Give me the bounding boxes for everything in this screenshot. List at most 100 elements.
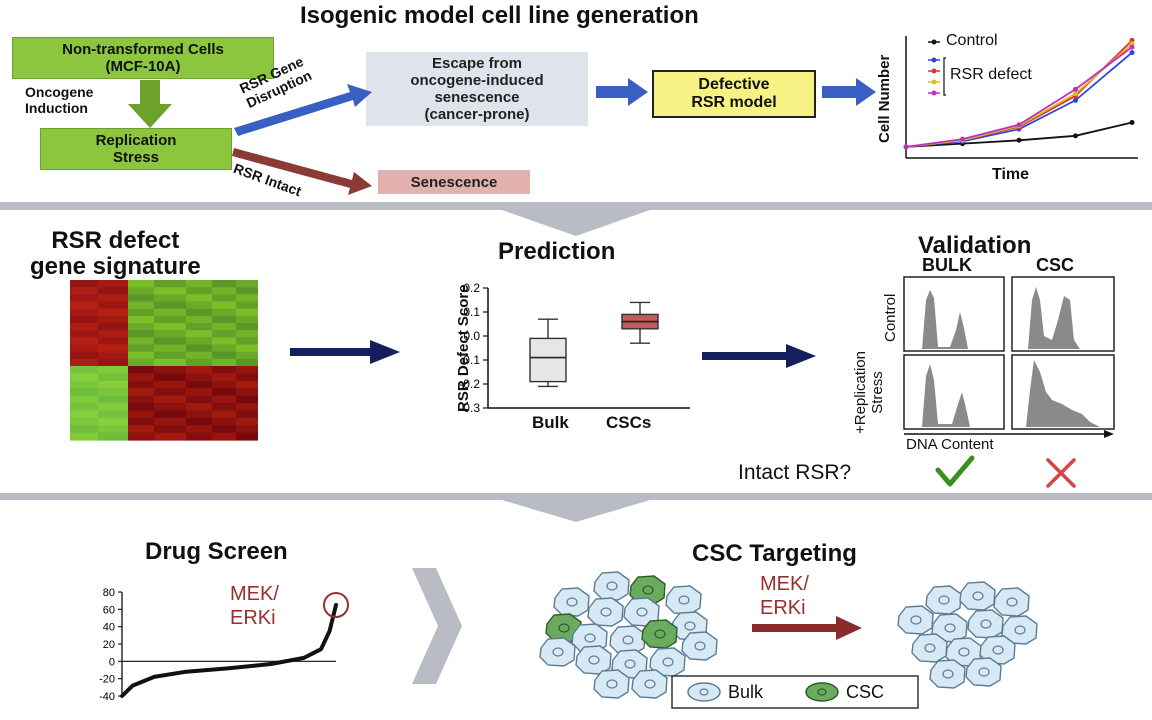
heatmap-cell <box>212 380 236 389</box>
heatmap-cell <box>154 425 186 434</box>
drug-y-tick-label: -40 <box>99 691 115 703</box>
bulk-cell-nucleus <box>694 641 706 651</box>
heatmap-cell <box>212 280 236 288</box>
heatmap-cell <box>186 388 212 397</box>
heatmap-cell <box>154 344 186 353</box>
heatmap-cell <box>236 344 258 353</box>
heatmap-cell <box>98 344 128 353</box>
heatmap-cell <box>236 432 258 441</box>
oncogene-induction-label: Oncogene Induction <box>25 84 94 116</box>
bulk-cell-nucleus <box>662 657 674 667</box>
legend-bulk-cell-icon <box>687 682 721 702</box>
heatmap-cell <box>212 323 236 331</box>
cells-after <box>897 581 1038 689</box>
panel-csc-control <box>1011 276 1115 352</box>
heatmap-cell <box>212 351 236 360</box>
col-bulk-label: BULK <box>922 255 972 275</box>
csc-cell <box>545 613 582 643</box>
heatmap-cell <box>212 366 236 374</box>
heatmap-cell <box>70 358 98 367</box>
separator-2 <box>0 493 1152 522</box>
heatmap-cell <box>186 403 212 411</box>
heatmap-cell <box>212 403 236 411</box>
legend-csc-cell-icon <box>805 682 839 702</box>
bulk-cell-nucleus <box>978 667 990 677</box>
heatmap-cell <box>186 337 212 346</box>
heatmap-cell <box>236 294 258 303</box>
growth-point <box>1129 50 1135 56</box>
blue-arrow-to-defective <box>596 78 648 106</box>
check-icon <box>935 455 975 487</box>
signature-title: RSR defect gene signature <box>30 227 201 280</box>
growth-point <box>1073 93 1078 99</box>
heatmap-cell <box>236 395 258 404</box>
heatmap-cell <box>154 403 186 411</box>
heatmap-cell <box>128 330 154 338</box>
heatmap-cell <box>186 432 212 441</box>
bulk-cell-nucleus <box>942 669 954 679</box>
bulk-cell <box>959 581 996 611</box>
bulk-cell-nucleus <box>958 647 970 657</box>
heatmap-cell <box>236 323 258 331</box>
csc-cell-nucleus <box>642 585 654 595</box>
heatmap-cell <box>154 287 186 295</box>
bulk-cell <box>575 645 612 675</box>
heatmap-cell <box>236 330 258 338</box>
heatmap-cell <box>186 417 212 426</box>
growth-series-line-3 <box>905 43 1133 148</box>
heatmap-cell <box>186 358 212 367</box>
heatmap-cell <box>186 294 212 303</box>
heatmap-cell <box>212 344 236 353</box>
heatmap-cell <box>70 417 98 426</box>
heatmap-cell <box>128 417 154 426</box>
heatmap-cell <box>98 287 128 295</box>
heatmap-cell <box>98 432 128 441</box>
growth-point <box>903 144 909 150</box>
defective-rsr-model-box: Defective RSR model <box>652 70 816 118</box>
cells-before <box>539 571 718 699</box>
panel-bulk-control <box>903 276 1005 352</box>
bulk-cell <box>897 605 934 635</box>
panel-bulk-stress <box>903 354 1005 430</box>
bulk-cell <box>571 623 608 653</box>
box-xlabel-bulk: Bulk <box>532 413 569 432</box>
growth-xlabel: Time <box>992 166 1030 183</box>
heatmap-cell <box>128 280 154 288</box>
box-ylabel: RSR Defect Score <box>455 284 472 412</box>
heatmap-cell <box>186 301 212 310</box>
heatmap-cell <box>70 388 98 397</box>
csc-cell-nucleus <box>654 629 666 639</box>
heatmap-cell <box>212 425 236 434</box>
heatmap-cell <box>128 337 154 346</box>
heatmap-cell <box>98 403 128 411</box>
csc-cell <box>629 575 666 605</box>
col-csc-label: CSC <box>1036 255 1075 275</box>
heatmap-cell <box>98 323 128 331</box>
legend-control: Control <box>946 32 998 49</box>
heatmap-cell <box>70 337 98 346</box>
heatmap-cell <box>212 337 236 346</box>
heatmap-cell <box>98 373 128 382</box>
heatmap-cell <box>154 351 186 360</box>
heatmap-cell <box>186 287 212 295</box>
heatmap-cell <box>212 358 236 367</box>
bulk-cell <box>593 571 630 601</box>
bulk-cell-nucleus <box>566 597 578 607</box>
heatmap-cell <box>212 308 236 317</box>
bulk-cell <box>665 585 702 615</box>
drug-y-tick-label: -20 <box>99 674 115 686</box>
heatmap-cell <box>128 287 154 295</box>
heatmap-cell <box>128 323 154 331</box>
bulk-cell <box>929 659 966 689</box>
heatmap-cell <box>128 388 154 397</box>
heatmap-cell <box>128 425 154 434</box>
legend-rsr-dot <box>931 68 937 74</box>
bulk-cell <box>611 649 648 679</box>
heatmap-cell <box>128 410 154 419</box>
bulk-cell <box>925 585 962 615</box>
box-bulk <box>529 337 567 383</box>
bulk-cell <box>681 631 718 661</box>
drug-y-tick-label: 20 <box>103 639 115 651</box>
heatmap-cell <box>70 380 98 389</box>
growth-point <box>1016 126 1022 132</box>
